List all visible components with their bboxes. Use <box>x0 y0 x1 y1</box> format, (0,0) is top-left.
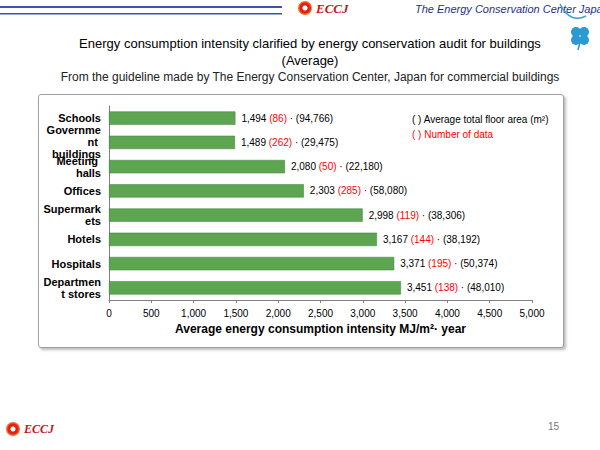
svg-text:(119): (119) <box>396 210 419 221</box>
svg-text:5,000: 5,000 <box>519 308 544 319</box>
svg-text:ets: ets <box>85 215 101 227</box>
html-text:(Average): (Average) <box>281 53 339 68</box>
svg-text:2,303: 2,303 <box>310 185 338 196</box>
svg-text:· (38,192): · (38,192) <box>434 234 480 245</box>
svg-text:2,500: 2,500 <box>308 308 333 319</box>
svg-text:Average energy consumption int: Average energy consumption intensity MJ/… <box>175 322 466 336</box>
svg-text:· (38,306): · (38,306) <box>419 210 465 221</box>
svg-text:Supermark: Supermark <box>44 203 102 215</box>
html-text:ECCJ: ECCJ <box>316 1 349 16</box>
svg-text:0: 0 <box>106 308 112 319</box>
svg-text:Hotels: Hotels <box>67 233 101 245</box>
html-text:15: 15 <box>548 421 560 432</box>
svg-text:Meeting: Meeting <box>56 155 101 167</box>
svg-text:2,000: 2,000 <box>266 308 291 319</box>
svg-text:3,500: 3,500 <box>393 308 418 319</box>
html-text:( ) Average total floor area (: ( ) Average total floor area (m²) <box>412 114 549 125</box>
html-text:From the guideline made by The: From the guideline made by The Energy Co… <box>60 70 560 84</box>
svg-text:Hospitals: Hospitals <box>51 258 101 270</box>
svg-text:4,000: 4,000 <box>435 308 460 319</box>
svg-text:1,500: 1,500 <box>223 308 248 319</box>
svg-text:nt: nt <box>88 136 101 148</box>
svg-text:· (50,374): · (50,374) <box>451 258 497 269</box>
svg-text:3,451: 3,451 <box>407 282 435 293</box>
svg-text:1,489: 1,489 <box>241 137 269 148</box>
svg-text:Departmen: Departmen <box>44 276 102 288</box>
svg-text:(86): (86) <box>269 113 287 124</box>
svg-text:halls: halls <box>76 167 101 179</box>
svg-text:1,494: 1,494 <box>241 113 269 124</box>
svg-text:· (22,180): · (22,180) <box>337 161 383 172</box>
svg-text:4,500: 4,500 <box>477 308 502 319</box>
svg-text:1,000: 1,000 <box>181 308 206 319</box>
svg-text:3,167: 3,167 <box>383 234 411 245</box>
html-text:( ) Number of data: ( ) Number of data <box>412 129 494 140</box>
svg-text:· (94,766): · (94,766) <box>287 113 333 124</box>
svg-text:(285): (285) <box>338 185 361 196</box>
svg-text:(195): (195) <box>428 258 451 269</box>
svg-text:Schools: Schools <box>58 112 101 124</box>
svg-text:2,998: 2,998 <box>369 210 397 221</box>
svg-text:3,000: 3,000 <box>350 308 375 319</box>
html-text:ECCJ: ECCJ <box>24 422 54 436</box>
html-text:Energy consumption intensity c: Energy consumption intensity clarified b… <box>79 36 541 51</box>
svg-text:(50): (50) <box>319 161 337 172</box>
svg-text:· (58,080): · (58,080) <box>361 185 407 196</box>
svg-text:· (48,010): · (48,010) <box>458 282 504 293</box>
svg-text:2,080: 2,080 <box>291 161 319 172</box>
svg-text:3,371: 3,371 <box>400 258 428 269</box>
svg-text:500: 500 <box>143 308 160 319</box>
svg-text:Governme: Governme <box>47 124 101 136</box>
svg-text:(138): (138) <box>435 282 458 293</box>
svg-text:· (29,475): · (29,475) <box>292 137 338 148</box>
svg-text:(262): (262) <box>269 137 292 148</box>
svg-text:t stores: t stores <box>61 288 101 300</box>
svg-text:Offices: Offices <box>64 185 101 197</box>
svg-text:(144): (144) <box>411 234 434 245</box>
